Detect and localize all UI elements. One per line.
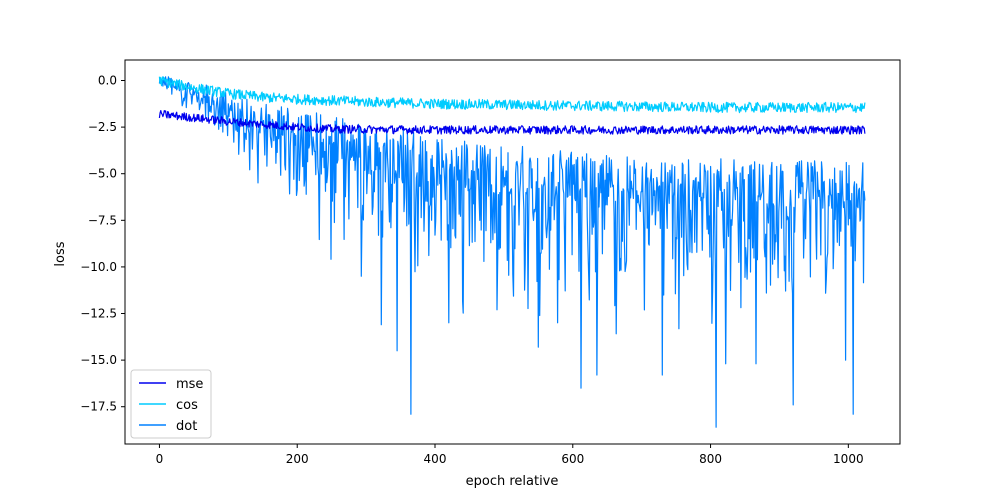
legend-label-cos: cos [176, 398, 198, 413]
x-tick-label: 1000 [833, 452, 864, 466]
x-tick-label: 600 [561, 452, 584, 466]
series-line-cos [158, 76, 866, 114]
x-tick-label: 0 [156, 452, 164, 466]
x-tick-label: 400 [424, 452, 447, 466]
y-tick-label: 0.0 [98, 74, 117, 88]
x-tick-label: 200 [286, 452, 309, 466]
x-axis-label: epoch relative [466, 474, 559, 489]
y-tick-label: −12.5 [80, 307, 117, 321]
y-tick-label: −10.0 [80, 260, 117, 274]
plot-frame [124, 59, 901, 445]
x-axis: 0 200 400 600 800 1000 [156, 444, 864, 466]
y-tick-label: −17.5 [80, 400, 117, 414]
legend-box [130, 369, 212, 439]
series-layer [158, 76, 866, 428]
legend-label-mse: mse [176, 377, 203, 392]
y-tick-label: −2.5 [88, 120, 117, 134]
y-tick-label: −5.0 [88, 167, 117, 181]
y-tick-label: −15.0 [80, 353, 117, 367]
series-line-dot [158, 76, 866, 428]
series-line-mse [158, 109, 866, 135]
legend-label-dot: dot [176, 419, 197, 434]
y-axis-label: loss [53, 241, 68, 266]
y-axis: 0.0 −2.5 −5.0 −7.5 −10.0 −12.5 −15.0 −17.5 [80, 74, 125, 414]
legend: mse cos dot [130, 369, 212, 439]
y-tick-label: −7.5 [88, 213, 117, 227]
x-tick-label: 800 [699, 452, 722, 466]
